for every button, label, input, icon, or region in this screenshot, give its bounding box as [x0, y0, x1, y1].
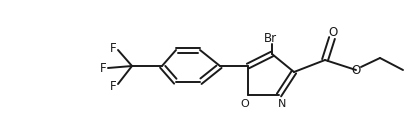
Text: O: O	[241, 99, 249, 109]
Text: Br: Br	[263, 32, 276, 44]
Text: F: F	[110, 41, 116, 55]
Text: N: N	[278, 99, 286, 109]
Text: F: F	[110, 80, 116, 92]
Text: O: O	[351, 64, 360, 76]
Text: O: O	[328, 26, 337, 39]
Text: F: F	[100, 61, 106, 74]
